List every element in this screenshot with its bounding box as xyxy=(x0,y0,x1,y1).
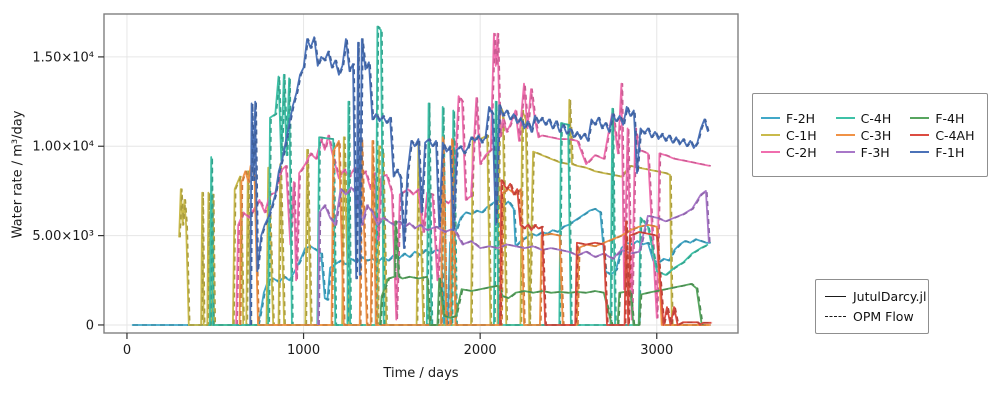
legend-swatch-F-1H xyxy=(910,151,930,153)
solid-line-swatch xyxy=(825,296,846,297)
series-solid-F-1H xyxy=(249,36,709,326)
legend-label-opmflow: OPM Flow xyxy=(853,309,914,324)
legend-label-C-1H: C-1H xyxy=(786,127,817,143)
series-dashed-C-3H xyxy=(239,136,711,326)
x-tick-label: 2000 xyxy=(464,343,497,358)
y-tick-label: 5.00×10³ xyxy=(32,229,94,244)
series-dashed-C-4H xyxy=(209,25,710,326)
x-axis-label: Time / days xyxy=(383,366,459,381)
y-tick-label: 0 xyxy=(86,318,94,333)
dashed-line-swatch xyxy=(825,316,846,317)
solver-legend: JutulDarcy.jl OPM Flow xyxy=(815,279,929,334)
legend-label-F-4H: F-4H xyxy=(935,110,965,126)
series-solid-F-3H xyxy=(317,186,710,326)
legend-item-C-2H: C-2H xyxy=(761,145,830,160)
legend-swatch-F-2H xyxy=(761,117,780,119)
legend-swatch-C-3H xyxy=(835,134,855,136)
legend-label-jutuldarcy: JutulDarcy.jl xyxy=(853,289,927,304)
legend-swatch-C-4H xyxy=(835,117,855,119)
legend-item-F-2H: F-2H xyxy=(761,111,830,126)
x-tick-label: 0 xyxy=(123,343,131,358)
legend-label-C-4AH: C-4AH xyxy=(935,127,975,143)
legend-swatch-C-1H xyxy=(761,134,780,136)
series-solid-C-4AH xyxy=(499,179,712,326)
y-axis-label: Water rate / m³/day xyxy=(10,110,26,239)
legend-item-C-4H: C-4H xyxy=(835,110,905,126)
legend-item-F-3H: F-3H xyxy=(835,144,905,160)
series-dashed-F-2H xyxy=(133,199,711,326)
legend-label-F-3H: F-3H xyxy=(860,144,890,160)
legend-label-F-1H: F-1H xyxy=(935,144,965,160)
legend-item-jutuldarcy: JutulDarcy.jl xyxy=(825,289,926,304)
legend-label-C-2H: C-2H xyxy=(786,144,817,160)
legend-swatch-F-3H xyxy=(835,151,855,153)
series-dashed-C-2H xyxy=(236,32,711,326)
legend-swatch-C-2H xyxy=(761,151,780,153)
legend-label-C-4H: C-4H xyxy=(860,110,892,126)
legend-item-F-4H: F-4H xyxy=(910,111,979,126)
y-tick-label: 1.50×10⁴ xyxy=(32,50,94,65)
legend-label-F-2H: F-2H xyxy=(786,110,816,126)
legend-item-C-1H: C-1H xyxy=(761,128,830,143)
y-tick-label: 1.00×10⁴ xyxy=(32,140,94,155)
x-tick-label: 3000 xyxy=(640,343,673,358)
legend-swatch-F-4H xyxy=(910,117,930,119)
series-dashed-F-3H xyxy=(318,186,711,326)
legend-item-opmflow: OPM Flow xyxy=(825,309,919,324)
series-legend: F-2H C-4H F-4H C-1H C-3H C-4AH C-2H F-3H F-1H xyxy=(752,93,988,177)
legend-item-C-4AH: C-4AH xyxy=(910,128,979,143)
x-tick-label: 1000 xyxy=(287,343,320,358)
legend-item-C-3H: C-3H xyxy=(835,127,905,143)
axes-frame xyxy=(103,13,739,334)
legend-item-F-1H: F-1H xyxy=(910,145,979,160)
series-solid-C-2H xyxy=(235,32,710,326)
legend-swatch-C-4AH xyxy=(910,134,930,136)
legend-label-C-3H: C-3H xyxy=(860,127,892,143)
